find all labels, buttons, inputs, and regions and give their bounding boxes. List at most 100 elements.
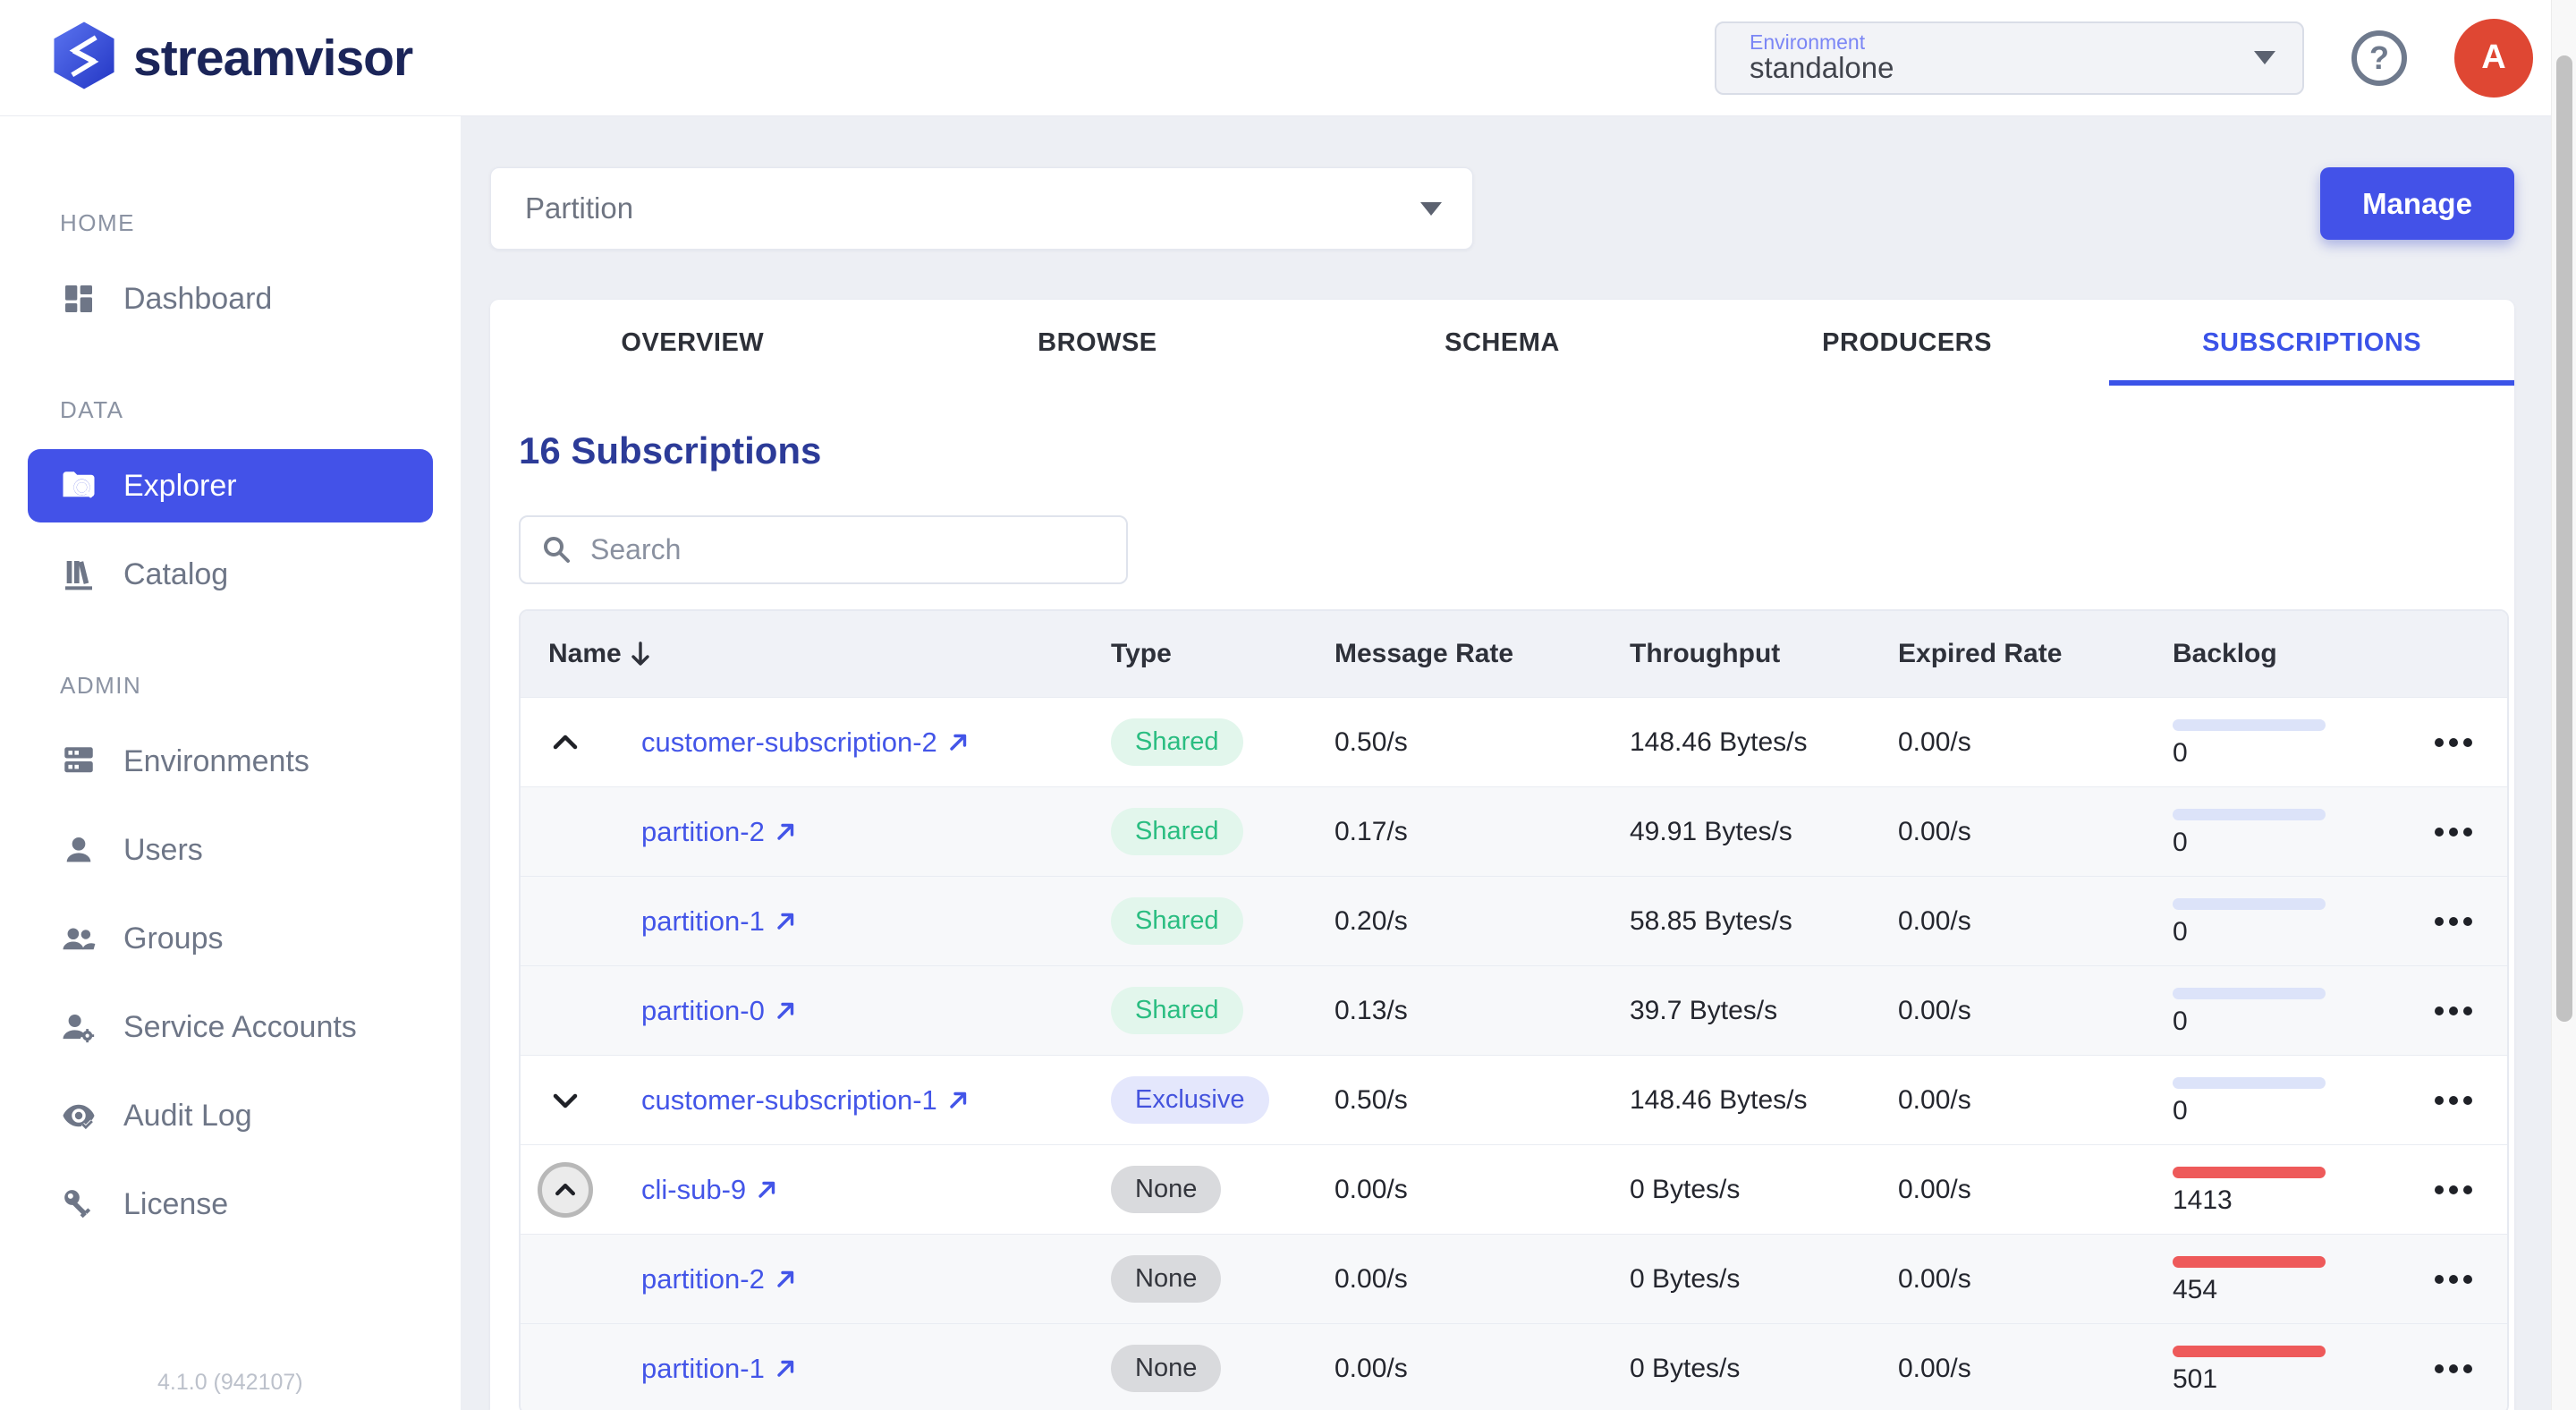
help-button[interactable]: ? [2351,30,2408,87]
sidebar-item-audit-log[interactable]: Audit Log [28,1079,433,1152]
row-menu-button[interactable] [2423,1175,2484,1205]
search-box [519,515,1128,584]
column-header-expired-rate[interactable]: Expired Rate [1898,639,2173,669]
backlog-bar [2173,1256,2326,1268]
column-header-label: Expired Rate [1898,639,2063,668]
dashboard-icon [60,280,97,318]
row-menu-button[interactable] [2423,1354,2484,1384]
partition-select-label: Partition [525,191,634,225]
column-header-label: Name [548,639,622,668]
subscription-link[interactable]: customer-subscription-1 [641,1084,970,1117]
type-badge: Shared [1111,897,1243,945]
backlog-bar [2173,988,2326,999]
sidebar-item-label: Catalog [123,556,229,591]
chevron-up-icon [548,729,582,756]
column-header-message-rate[interactable]: Message Rate [1335,639,1630,669]
throughput-cell: 148.46 Bytes/s [1630,726,1808,757]
backlog-count: 0 [2173,828,2188,857]
subscription-link[interactable]: customer-subscription-2 [641,726,970,759]
subscription-link[interactable]: partition-2 [641,1263,798,1295]
external-link-icon [946,1088,970,1112]
backlog-cell: 0 [2173,966,2423,1037]
row-menu-button[interactable] [2423,1085,2484,1116]
sidebar-item-explorer[interactable]: Explorer [28,449,433,522]
expand-row-button[interactable] [548,1087,582,1114]
throughput-cell: 0 Bytes/s [1630,1263,1741,1294]
external-link-icon [774,1356,798,1380]
user-avatar[interactable]: A [2454,18,2533,98]
subscription-name: partition-2 [641,1262,765,1295]
chevron-down-icon [1420,201,1442,216]
ellipsis-icon [2432,1094,2475,1107]
vertical-scrollbar[interactable] [2551,0,2576,1410]
sidebar-item-groups[interactable]: Groups [28,902,433,975]
backlog-count: 0 [2173,1096,2188,1125]
actions-cell [2423,906,2507,937]
type-badge: None [1111,1255,1222,1303]
column-header-name[interactable]: Name [521,639,1111,669]
brand-logo[interactable]: streamvisor [49,17,413,98]
name-cell: partition-1 [610,1353,1111,1385]
subscription-link[interactable]: partition-1 [641,1353,798,1385]
row-menu-button[interactable] [2423,906,2484,937]
actions-cell [2423,1354,2507,1384]
scrollbar-thumb[interactable] [2556,55,2572,1022]
column-header-label: Type [1111,639,1172,668]
column-header-type[interactable]: Type [1111,639,1335,669]
sidebar-item-license[interactable]: License [28,1168,433,1241]
sidebar-item-dashboard[interactable]: Dashboard [28,262,433,336]
backlog-count: 501 [2173,1364,2218,1394]
row-menu-button[interactable] [2423,727,2484,758]
backlog-bar [2173,1346,2326,1357]
tab-producers[interactable]: PRODUCERS [1705,300,2110,386]
table-row: partition-1 Shared 0.20/s 58.85 Bytes/s 0.00… [521,876,2507,965]
backlog-cell: 0 [2173,1056,2423,1126]
subscription-link[interactable]: partition-0 [641,995,798,1027]
message-rate-cell: 0.50/s [1335,726,1408,757]
subscription-name: partition-0 [641,994,765,1026]
sidebar: HOME Dashboard DATA Explorer Catalog ADMIN Env… [0,116,461,1410]
subscription-link[interactable]: partition-2 [641,816,798,848]
backlog-cell: 1413 [2173,1145,2423,1216]
subscription-link[interactable]: partition-1 [641,905,798,938]
row-menu-button[interactable] [2423,996,2484,1026]
type-badge: Shared [1111,987,1243,1034]
collapse-row-button[interactable] [548,729,582,756]
actions-cell [2423,996,2507,1026]
sidebar-item-users[interactable]: Users [28,813,433,887]
table-row: partition-2 Shared 0.17/s 49.91 Bytes/s 0.00… [521,786,2507,876]
sidebar-item-label: License [123,1186,229,1221]
environment-select[interactable]: Environment standalone [1715,21,2304,95]
tab-schema[interactable]: SCHEMA [1300,300,1705,386]
person-icon [60,831,97,869]
sidebar-item-service-accounts[interactable]: Service Accounts [28,990,433,1064]
search-input[interactable] [590,533,1091,566]
subscription-name: customer-subscription-1 [641,1083,937,1116]
question-mark-icon: ? [2351,30,2407,86]
row-menu-button[interactable] [2423,817,2484,847]
backlog-bar [2173,809,2326,820]
backlog-count: 1413 [2173,1185,2233,1215]
type-badge: None [1111,1345,1222,1392]
collapse-row-button[interactable] [538,1161,593,1218]
table-body: customer-subscription-2 Shared 0.50/s 148.4… [521,697,2507,1410]
column-header-label: Backlog [2173,639,2277,668]
external-link-icon [774,1267,798,1291]
tab-overview[interactable]: OVERVIEW [490,300,895,386]
expired-rate-cell: 0.00/s [1898,726,1971,757]
column-header-backlog[interactable]: Backlog [2173,639,2423,669]
message-rate-cell: 0.20/s [1335,905,1408,936]
type-cell: None [1111,1345,1335,1392]
column-header-throughput[interactable]: Throughput [1630,639,1898,669]
partition-select[interactable]: Partition [490,167,1473,250]
manage-button[interactable]: Manage [2320,167,2514,240]
sidebar-item-environments[interactable]: Environments [28,725,433,798]
column-header-label: Throughput [1630,639,1781,668]
row-menu-button[interactable] [2423,1264,2484,1295]
ellipsis-icon [2432,915,2475,928]
sidebar-item-catalog[interactable]: Catalog [28,538,433,611]
tab-browse[interactable]: BROWSE [895,300,1301,386]
tab-subscriptions[interactable]: SUBSCRIPTIONS [2109,300,2514,386]
sidebar-item-label: Users [123,832,203,867]
subscription-link[interactable]: cli-sub-9 [641,1174,779,1206]
